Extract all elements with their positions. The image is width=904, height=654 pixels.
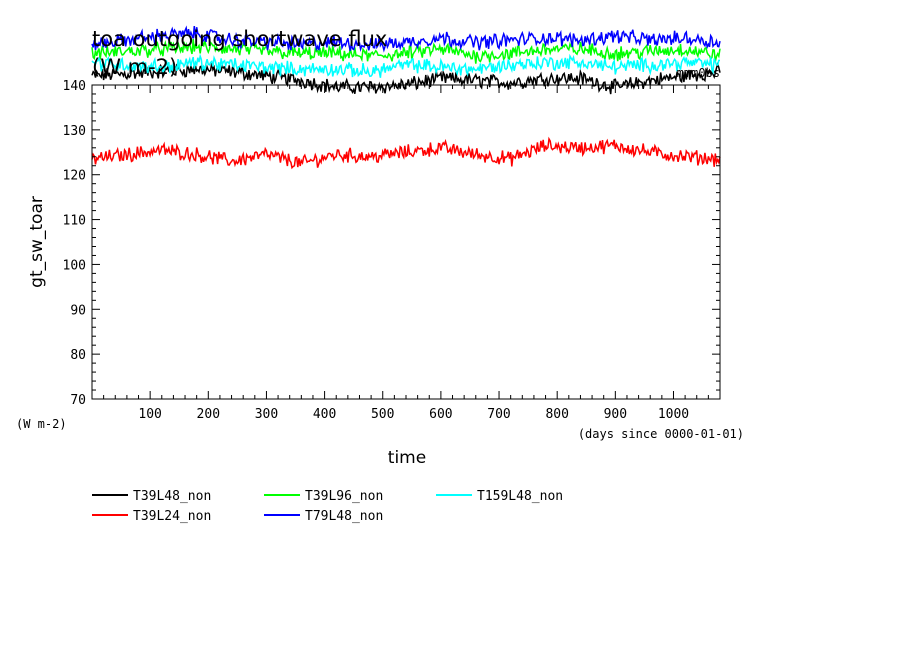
x-axis-title: time — [388, 448, 426, 468]
series-line-t39l96-non — [91, 38, 721, 64]
axis-ticks: 100 200 300 400 500 600 700 800 900 1000 70 80 90 100… — [63, 79, 720, 422]
series-layer — [91, 25, 721, 170]
legend-label: T39L96_non — [305, 489, 383, 504]
y-axis-units: (W m-2) — [16, 417, 67, 431]
series-line-t39l24-non — [91, 136, 721, 170]
plot-frame — [91, 84, 721, 400]
legend-label: T39L24_non — [133, 509, 211, 524]
x-tick-label: 200 — [197, 407, 220, 422]
legend-label: T159L48_non — [477, 489, 563, 504]
y-tick-label: 110 — [63, 214, 86, 229]
y-tick-label: 100 — [63, 258, 86, 273]
y-tick-label: 130 — [63, 124, 86, 139]
chart-title: toa outgoing shortwave flux — [92, 27, 387, 51]
chart-title-units: (W m-2) — [92, 55, 177, 79]
corner-label: mmm0bs — [677, 66, 720, 80]
x-tick-label: 100 — [138, 407, 161, 422]
x-tick-label: 300 — [255, 407, 278, 422]
legend-label: T79L48_non — [305, 509, 383, 524]
y-tick-label: 120 — [63, 169, 86, 184]
plot-border — [91, 84, 721, 400]
x-tick-label: 1000 — [658, 407, 689, 422]
y-tick-label: 140 — [63, 79, 86, 94]
y-tick-label: 70 — [70, 393, 86, 408]
series-line-t39l48-non — [91, 61, 721, 95]
x-tick-label: 600 — [429, 407, 452, 422]
x-tick-label: 500 — [371, 407, 394, 422]
series-line-t79l48-non — [91, 25, 721, 53]
x-tick-label: 900 — [604, 407, 627, 422]
y-tick-label: 80 — [70, 348, 86, 363]
legend-label: T39L48_non — [133, 489, 211, 504]
y-tick-label: 90 — [70, 303, 86, 318]
series-line-t159l48-non — [91, 53, 720, 78]
x-tick-label: 700 — [487, 407, 510, 422]
legend: T39L48_non T39L96_non T159L48_non T39L24_no… — [92, 489, 563, 524]
x-tick-label: 800 — [545, 407, 568, 422]
y-axis-title: gt_sw_toar — [27, 196, 47, 288]
x-tick-label: 400 — [313, 407, 336, 422]
x-axis-units: (days since 0000-01-01) — [578, 427, 744, 441]
